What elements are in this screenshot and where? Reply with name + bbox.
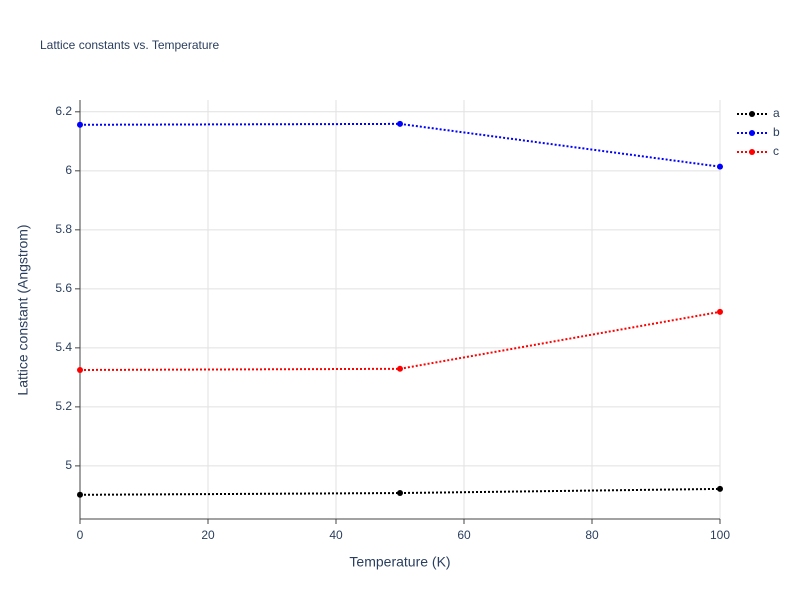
y-tick-label: 6 — [65, 163, 72, 177]
y-tick-label: 5.4 — [55, 340, 72, 354]
series-line — [79, 122, 721, 168]
x-tick-label: 80 — [585, 528, 599, 542]
point — [77, 366, 83, 373]
point — [397, 365, 403, 372]
x-tick-label: 40 — [329, 528, 343, 542]
series-line — [79, 310, 721, 371]
x-tick-label: 100 — [710, 528, 730, 542]
y-axis-label: Lattice constant (Angstrom) — [15, 224, 31, 395]
legend-marker — [749, 149, 755, 155]
y-tick-label: 6.2 — [55, 104, 72, 118]
x-tick-label: 60 — [457, 528, 471, 542]
y-tick-label: 5.6 — [55, 281, 72, 295]
legend-label: c — [773, 144, 779, 158]
point — [717, 308, 723, 315]
y-tick-label: 5 — [65, 458, 72, 472]
legend-marker — [749, 130, 755, 136]
x-axis-label: Temperature (K) — [349, 554, 450, 570]
point — [77, 491, 83, 498]
chart-title: Lattice constants vs. Temperature — [40, 38, 220, 52]
point — [397, 490, 403, 497]
y-tick-label: 5.2 — [55, 399, 72, 413]
point — [717, 163, 723, 170]
legend-label: a — [773, 106, 780, 120]
y-tick-label: 5.8 — [55, 222, 72, 236]
point — [717, 485, 723, 492]
point — [77, 121, 83, 128]
point — [397, 120, 403, 127]
x-tick-label: 20 — [201, 528, 215, 542]
x-tick-label: 0 — [77, 528, 84, 542]
legend-label: b — [773, 125, 780, 139]
legend-marker — [749, 111, 755, 117]
